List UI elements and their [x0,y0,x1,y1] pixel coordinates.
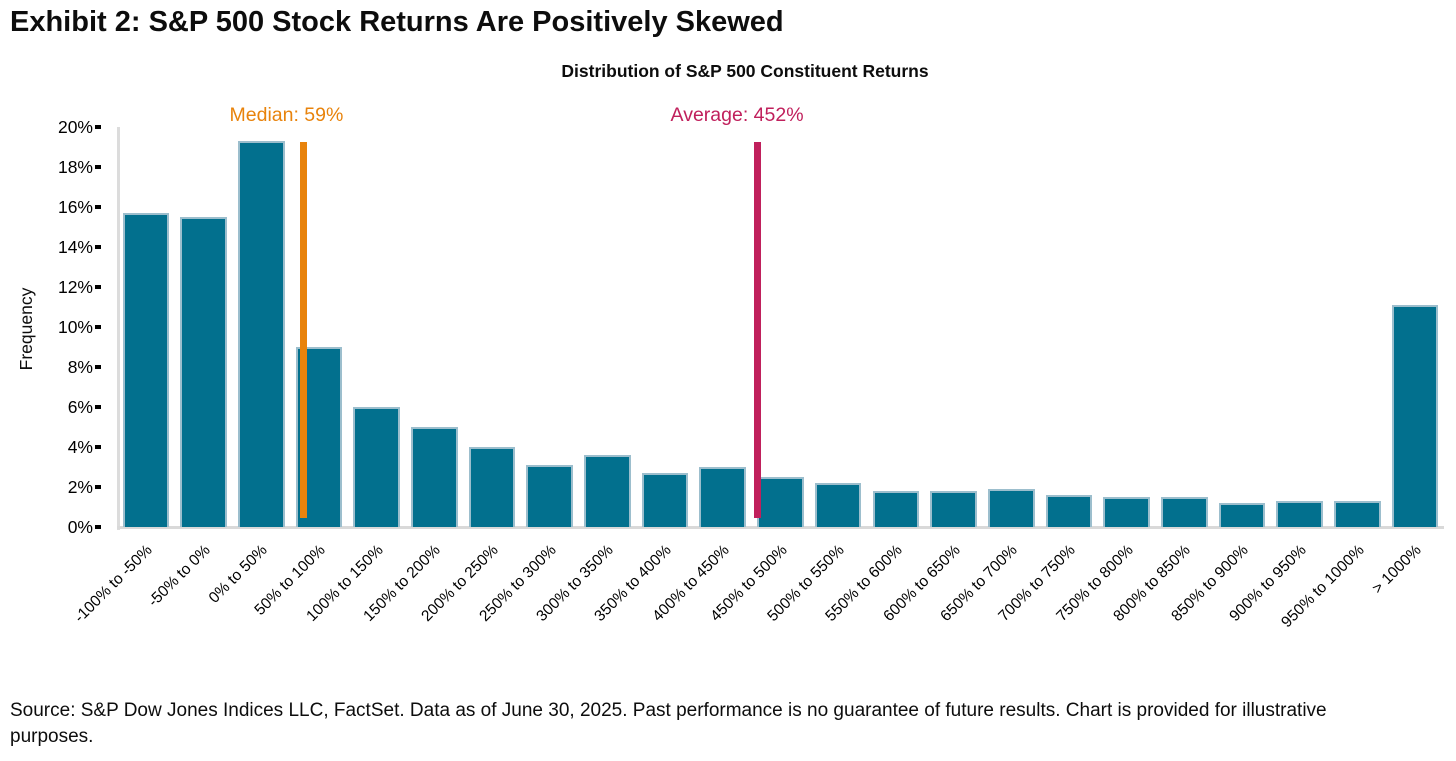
y-tick-label: 0% [67,517,93,537]
y-tick-label: 4% [67,437,93,457]
bar [1334,501,1381,527]
median-line-label: Median: 59% [229,104,344,126]
y-tick-mark [95,485,101,489]
bar [180,217,227,527]
bar [1391,305,1439,527]
chart-title: Distribution of S&P 500 Constituent Retu… [561,61,929,81]
bar [930,491,977,527]
bar [872,491,920,527]
bar [1045,495,1093,527]
y-tick-label: 16% [57,197,93,217]
bar [1276,501,1324,527]
bar [1103,497,1150,527]
y-tick-label: 20% [57,117,93,137]
y-tick-mark [95,445,101,449]
y-tick-mark [95,245,101,249]
bar [1218,503,1266,527]
y-tick-label: 12% [57,277,93,297]
average-line [753,142,761,518]
median-line [300,142,307,518]
y-tick-label: 14% [57,237,93,257]
bar [237,141,285,527]
bar [757,477,804,527]
y-tick-label: 6% [67,397,93,417]
bar [1161,497,1208,527]
bar [987,489,1035,527]
bar [641,473,689,527]
bar [699,467,747,527]
y-tick-label: 2% [67,477,93,497]
bar [814,483,862,527]
bar [468,447,516,527]
y-tick-mark [95,405,101,409]
bar [411,427,458,527]
bar [584,455,631,527]
bar [353,407,400,527]
y-tick-mark [95,525,101,529]
bar [122,213,170,527]
y-tick-mark [95,165,101,169]
y-tick-mark [95,125,101,129]
y-tick-label: 10% [57,317,93,337]
y-tick-label: 8% [67,357,93,377]
bar [526,465,574,527]
y-tick-mark [95,365,101,369]
y-tick-mark [95,285,101,289]
exhibit-title: Exhibit 2: S&P 500 Stock Returns Are Pos… [10,6,784,38]
average-line-label: Average: 452% [670,104,804,126]
y-axis-line [117,127,120,530]
source-note: Source: S&P Dow Jones Indices LLC, FactS… [10,700,1327,747]
x-axis-line [117,526,1444,529]
y-tick-mark [95,205,101,209]
y-tick-mark [95,325,101,329]
y-tick-label: 18% [57,157,93,177]
